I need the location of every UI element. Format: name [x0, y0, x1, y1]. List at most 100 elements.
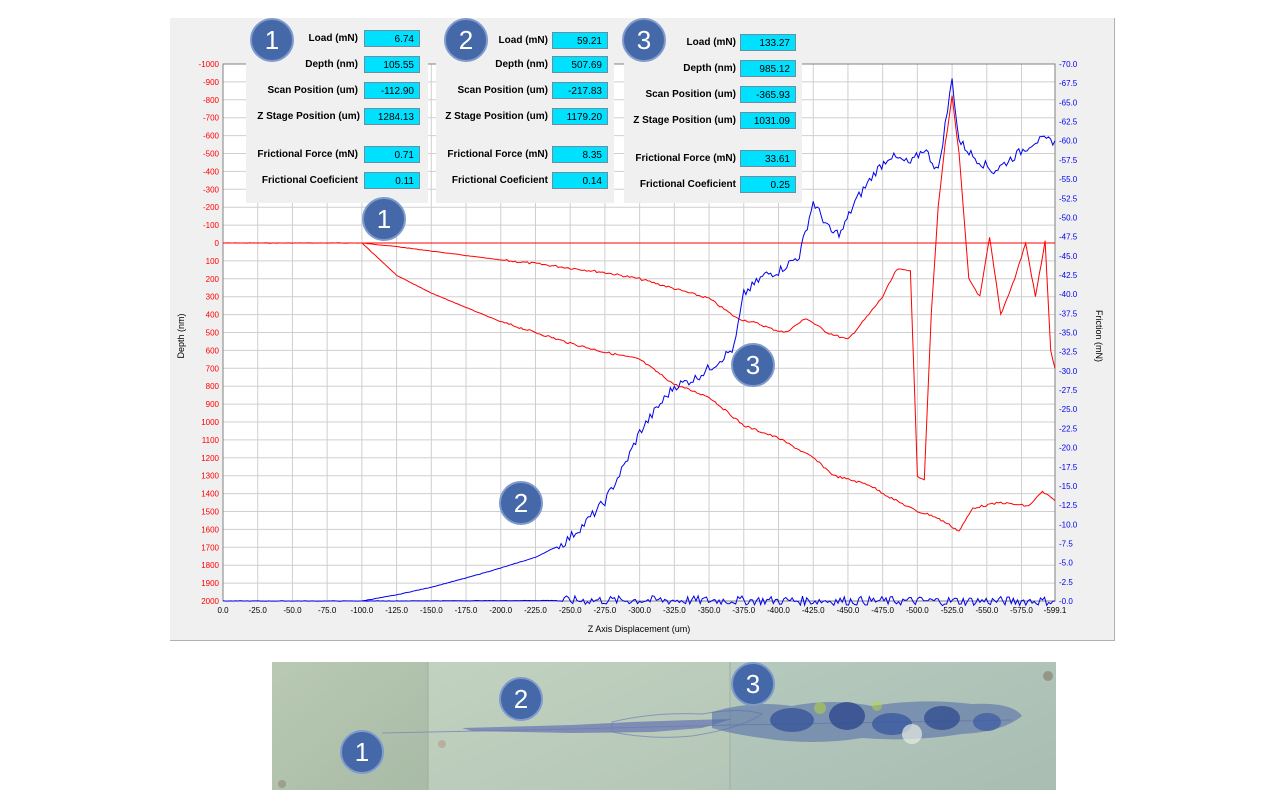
micrograph-marker-1: 1 [340, 730, 384, 774]
frictional-force-value: 0.71 [364, 146, 420, 163]
depth-label: Depth (nm) [683, 63, 736, 74]
load-label: Load (mN) [498, 35, 548, 46]
depth-label: Depth (nm) [305, 59, 358, 70]
x-tick-label: -50.0 [283, 606, 302, 615]
y-left-tick-label: 1600 [201, 525, 219, 534]
micrograph-marker-3: 3 [731, 662, 775, 706]
y-right-tick-label: -22.5 [1059, 424, 1078, 433]
scratch-micrograph: 1 2 3 [272, 662, 1056, 790]
y-right-tick-label: -45.0 [1059, 252, 1078, 261]
chart-marker-2: 2 [499, 481, 543, 525]
frictional-coefficient-value: 0.11 [364, 172, 420, 189]
z-stage-position-label: Z Stage Position (um) [633, 115, 736, 126]
y-left-tick-label: -700 [203, 114, 220, 123]
y-left-tick-label: 500 [206, 329, 220, 338]
x-tick-label: -375.0 [732, 606, 755, 615]
frictional-force-value: 8.35 [552, 146, 608, 163]
y-left-tick-label: 1400 [201, 490, 219, 499]
x-tick-label: -525.0 [941, 606, 964, 615]
y-left-tick-label: -900 [203, 78, 220, 87]
x-tick-label: -300.0 [628, 606, 651, 615]
y-left-tick-label: -800 [203, 96, 220, 105]
y-right-tick-label: -27.5 [1059, 386, 1078, 395]
scan-position-label: Scan Position (um) [267, 85, 358, 96]
x-tick-label: -175.0 [455, 606, 478, 615]
y-left-tick-label: 700 [206, 364, 220, 373]
y-left-tick-label: 1800 [201, 561, 219, 570]
frictional-force-label: Frictional Force (mN) [447, 149, 548, 160]
x-tick-label: -225.0 [524, 606, 547, 615]
x-tick-label: -125.0 [385, 606, 408, 615]
y-right-tick-label: -37.5 [1059, 309, 1078, 318]
x-tick-label: -75.0 [318, 606, 337, 615]
panel-marker-1: 1 [250, 18, 294, 62]
y-left-tick-label: -500 [203, 150, 220, 159]
depth-value: 105.55 [364, 56, 420, 73]
z-stage-position-value: 1179.20 [552, 108, 608, 125]
frictional-force-label: Frictional Force (mN) [257, 149, 358, 160]
y-right-tick-label: -17.5 [1059, 463, 1078, 472]
z-stage-position-label: Z Stage Position (um) [257, 111, 360, 122]
z-stage-position-value: 1031.09 [740, 112, 796, 129]
panel-marker-2: 2 [444, 18, 488, 62]
scan-position-value: -365.93 [740, 86, 796, 103]
y-left-tick-label: 200 [206, 275, 220, 284]
z-stage-position-label: Z Stage Position (um) [445, 111, 548, 122]
scan-position-value: -112.90 [364, 82, 420, 99]
x-tick-label: -150.0 [420, 606, 443, 615]
depth-value: 507.69 [552, 56, 608, 73]
frictional-coefficient-label: Frictional Coeficient [639, 179, 736, 190]
y-left-tick-label: -1000 [199, 60, 220, 69]
y-right-tick-label: -7.5 [1059, 539, 1073, 548]
y-right-tick-label: -60.0 [1059, 137, 1078, 146]
x-tick-label: -500.0 [906, 606, 929, 615]
y-left-tick-label: 900 [206, 400, 220, 409]
x-tick-label: 0.0 [217, 606, 229, 615]
y-left-tick-label: -600 [203, 132, 220, 141]
scan-position-label: Scan Position (um) [645, 89, 736, 100]
y-right-tick-label: -42.5 [1059, 271, 1078, 280]
y-left-tick-label: 1100 [202, 436, 220, 445]
load-label: Load (mN) [686, 37, 736, 48]
x-tick-label: -275.0 [594, 606, 617, 615]
y-right-tick-label: -65.0 [1059, 98, 1078, 107]
scan-position-label: Scan Position (um) [457, 85, 548, 96]
x-tick-label: -200.0 [489, 606, 512, 615]
friction-series-line [361, 594, 1056, 607]
depth-series-line [361, 242, 1056, 532]
y-left-tick-label: 100 [206, 257, 220, 266]
y-right-tick-label: -32.5 [1059, 348, 1078, 357]
x-tick-label: -100.0 [351, 606, 374, 615]
frictional-coefficient-label: Frictional Coeficient [451, 175, 548, 186]
y-left-tick-label: 1300 [201, 472, 219, 481]
y-right-tick-label: -57.5 [1059, 156, 1078, 165]
y-right-tick-label: -40.0 [1059, 290, 1078, 299]
y-left-tick-label: 2000 [201, 597, 219, 606]
micrograph-image [272, 662, 1056, 790]
y-left-tick-label: 800 [206, 382, 220, 391]
load-value: 6.74 [364, 30, 420, 47]
y-left-tick-label: 1700 [201, 543, 219, 552]
y-left-tick-label: 0 [215, 239, 220, 248]
y-left-tick-label: 1000 [201, 418, 219, 427]
y-left-tick-label: -300 [203, 185, 220, 194]
y-right-tick-label: -50.0 [1059, 213, 1078, 222]
x-tick-label: -25.0 [249, 606, 268, 615]
y-right-tick-label: -20.0 [1059, 444, 1078, 453]
x-tick-label: -425.0 [802, 606, 825, 615]
y-right-tick-label: -35.0 [1059, 329, 1078, 338]
y-right-tick-label: -2.5 [1059, 578, 1073, 587]
y-right-tick-label: -67.5 [1059, 79, 1078, 88]
x-tick-label: -400.0 [767, 606, 790, 615]
depth-label: Depth (nm) [495, 59, 548, 70]
x-tick-label: -575.0 [1010, 606, 1033, 615]
y-right-tick-label: -5.0 [1059, 559, 1073, 568]
z-stage-position-value: 1284.13 [364, 108, 420, 125]
load-value: 59.21 [552, 32, 608, 49]
y-axis-right-label: Friction (mN) [1094, 310, 1104, 362]
y-right-tick-label: -47.5 [1059, 233, 1078, 242]
y-left-tick-label: -400 [203, 167, 220, 176]
micrograph-marker-2: 2 [499, 677, 543, 721]
frictional-coefficient-value: 0.25 [740, 176, 796, 193]
frictional-force-label: Frictional Force (mN) [635, 153, 736, 164]
